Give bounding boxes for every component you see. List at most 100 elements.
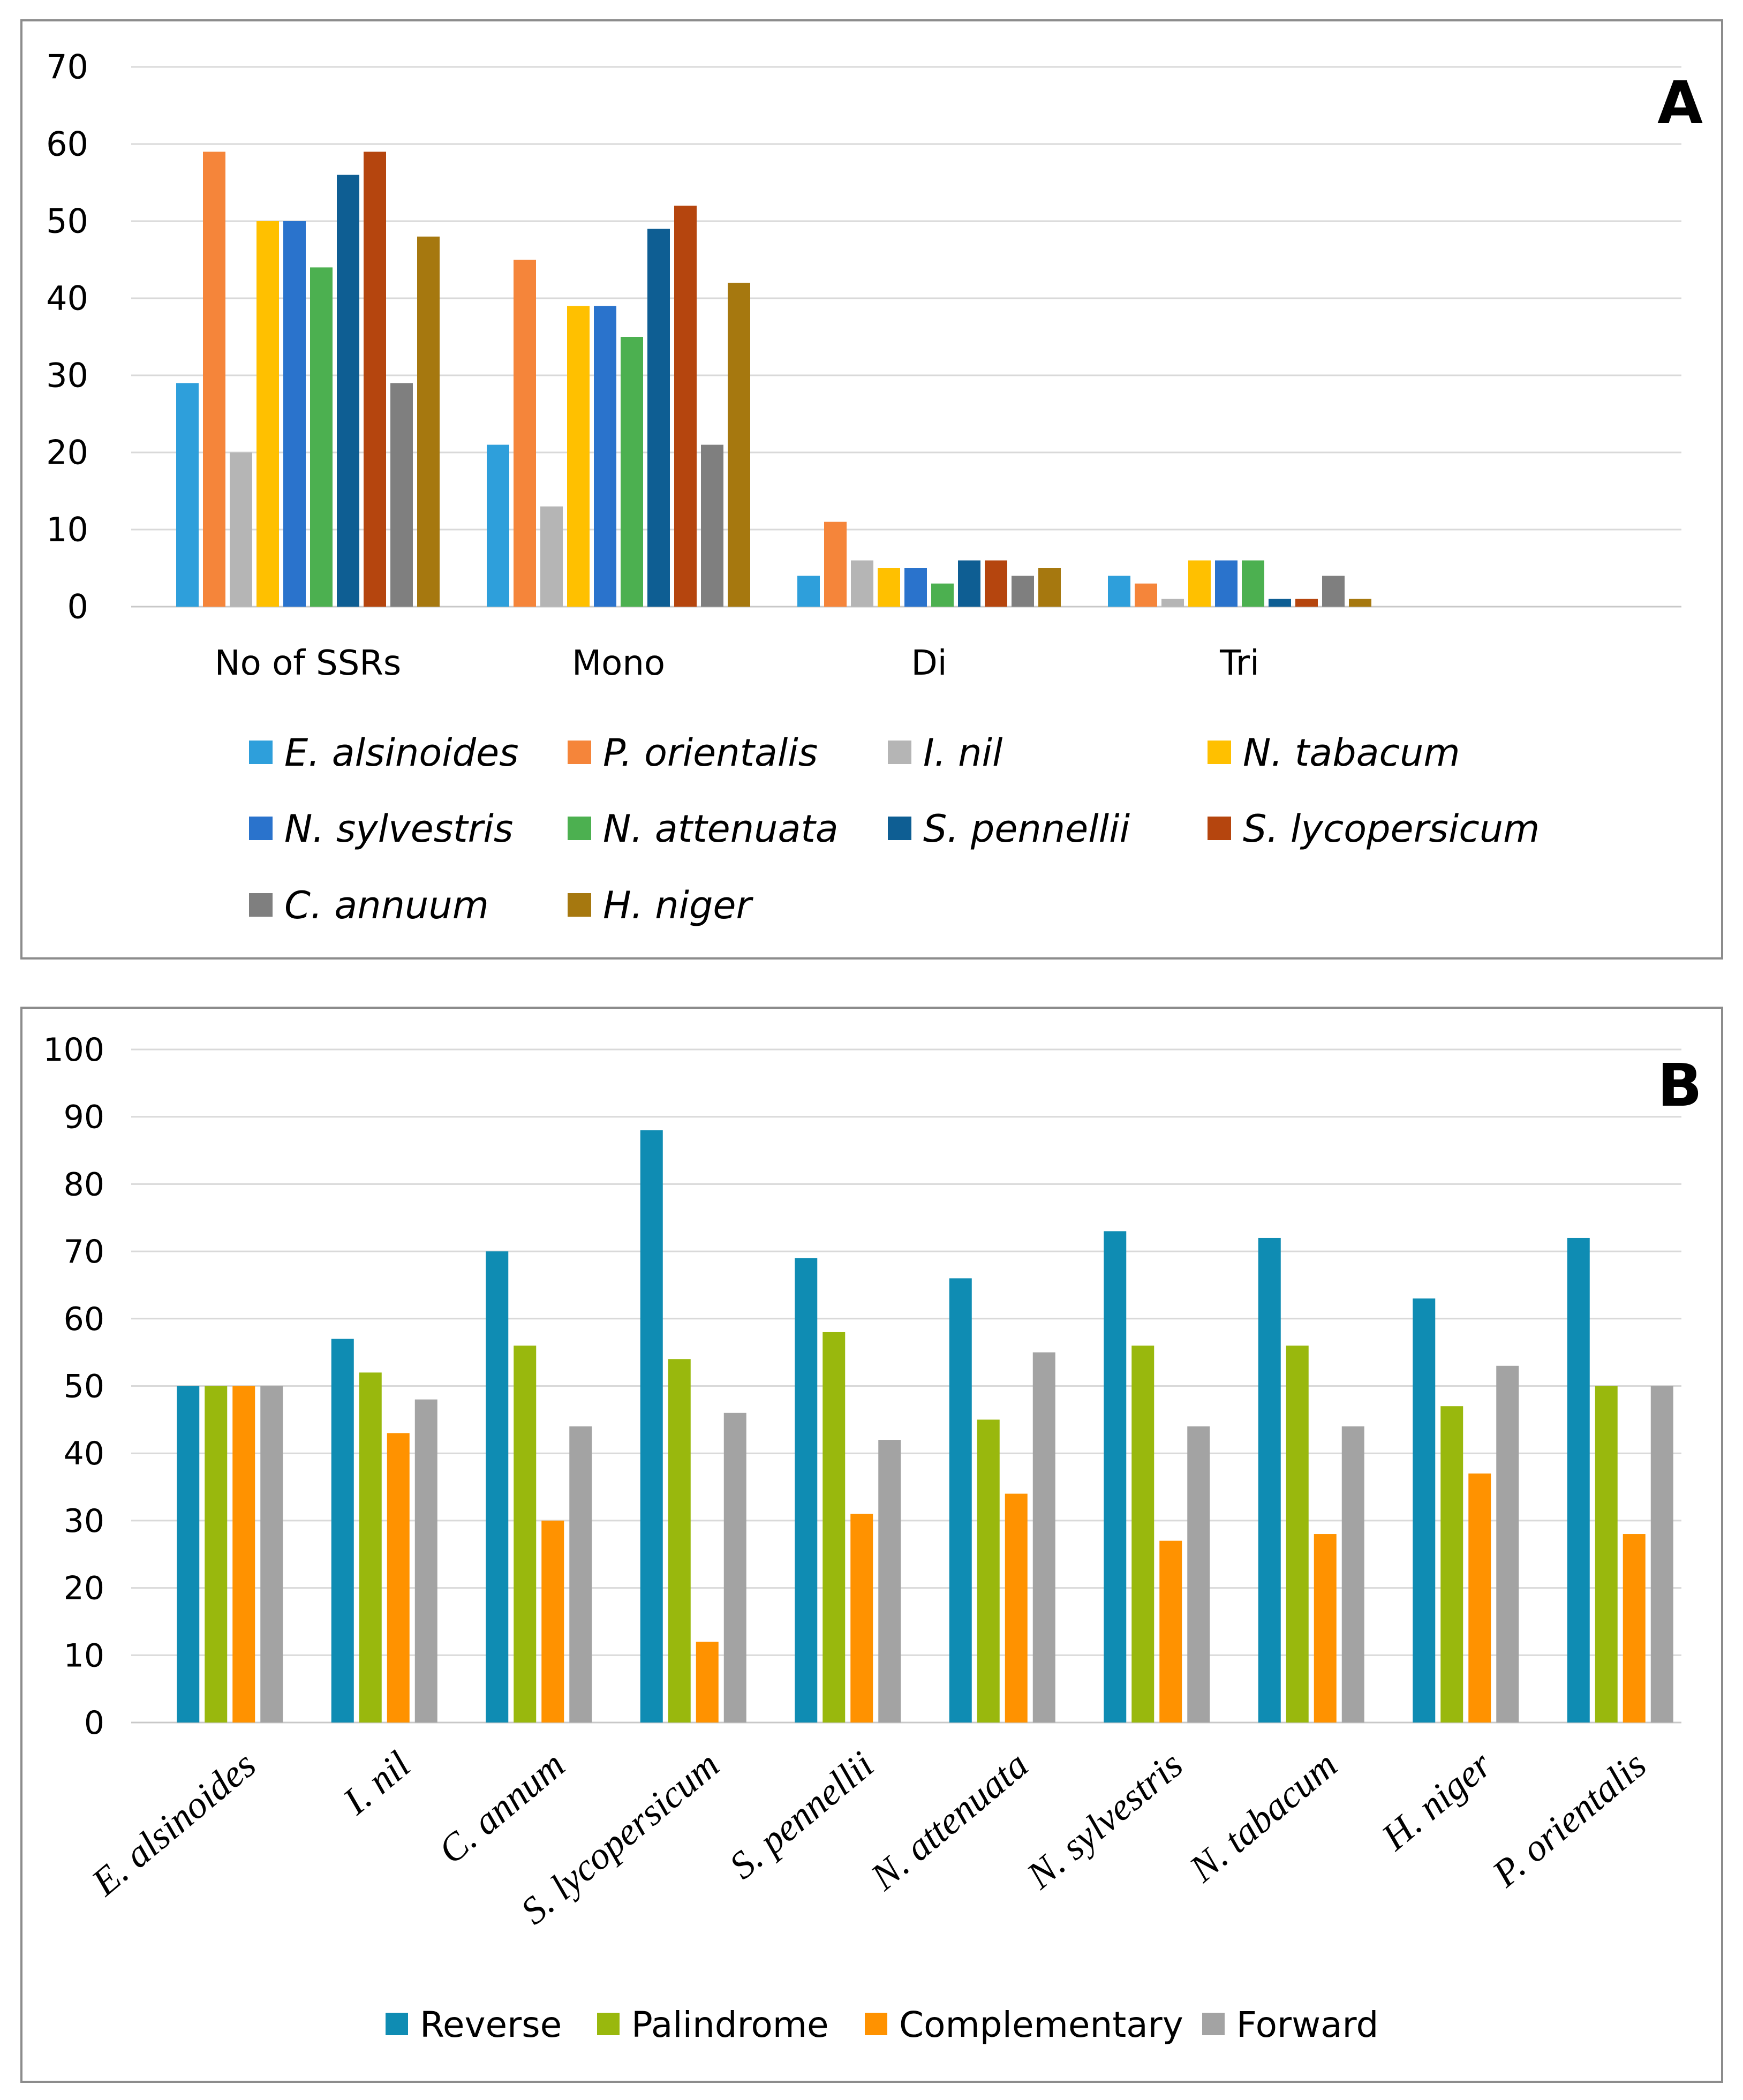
panel-b-y-tick-label: 90 [64,1099,104,1136]
bar-forward-h-niger [1496,1365,1519,1723]
bar-palindrome-c-annum [514,1346,537,1723]
bar-s-lycopersicum-mono [674,206,697,607]
bar-n-attenuata-tri [1242,560,1264,607]
legend-label-complementary: Complementary [899,2004,1183,2045]
legend-swatch-reverse [386,2013,408,2035]
bar-palindrome-s-lycopersicum [668,1359,691,1723]
bar-i-nil-no-of-ssrs [230,452,252,607]
panel-a-bars [176,152,1371,607]
bar-h-niger-tri [1349,599,1371,607]
bar-complementary-h-niger [1468,1473,1491,1723]
bar-forward-e-alsinoides [260,1386,283,1723]
panel-a-y-tick-label: 70 [46,48,88,87]
bar-n-attenuata-mono [621,337,643,607]
legend-label-forward: Forward [1236,2004,1378,2045]
bar-n-tabacum-mono [567,306,590,607]
bar-s-pennellii-tri [1269,599,1291,607]
panel-b-y-tick-label: 30 [64,1502,104,1540]
panel-b-bars [177,1130,1673,1723]
panel-b-y-tick-label: 80 [64,1166,104,1203]
legend-label-e-alsinoides: E. alsinoides [284,731,519,775]
bar-reverse-e-alsinoides [177,1386,200,1723]
legend-swatch-s-lycopersicum [1208,817,1231,840]
bar-n-tabacum-no-of-ssrs [256,221,279,607]
panel-a-y-tick-label: 40 [46,279,88,318]
legend-label-reverse: Reverse [420,2004,562,2045]
legend-swatch-n-sylvestris [249,817,273,840]
legend-swatch-forward [1202,2013,1225,2035]
panel-a-y-tick-label: 0 [67,587,88,626]
bar-complementary-i-nil [387,1433,410,1723]
legend-label-s-lycopersicum: S. lycopersicum [1243,807,1540,851]
bar-s-pennellii-no-of-ssrs [337,175,359,607]
legend-swatch-i-nil [888,741,911,764]
bar-reverse-c-annum [486,1251,509,1723]
bar-p-orientalis-no-of-ssrs [203,152,225,607]
legend-label-n-sylvestris: N. sylvestris [284,807,513,851]
bar-n-sylvestris-no-of-ssrs [283,221,306,607]
bar-forward-c-annum [569,1426,592,1723]
bar-palindrome-p-orientalis [1595,1386,1618,1723]
panel-b-y-tick-label: 100 [43,1031,104,1069]
bar-forward-i-nil [414,1399,437,1723]
bar-c-annuum-mono [701,444,723,607]
legend-label-n-tabacum: N. tabacum [1243,731,1460,775]
bar-e-alsinoides-tri [1108,576,1130,607]
panel-b-y-tick-label: 60 [64,1301,104,1338]
bar-forward-n-attenuata [1032,1352,1055,1723]
panel-b-y-tick-label: 50 [64,1368,104,1406]
legend-swatch-palindrome [597,2013,620,2035]
panel-b-y-tick-label: 20 [64,1570,104,1607]
bar-h-niger-mono [728,283,750,607]
bar-n-attenuata-no-of-ssrs [310,267,333,607]
bar-p-orientalis-tri [1135,583,1157,607]
panel-b-y-axis: 0 10 20 30 40 50 60 70 80 90 100 [43,1031,104,1742]
legend-label-h-niger: H. niger [603,883,753,927]
legend-swatch-complementary [865,2013,887,2035]
panel-a-y-tick-label: 50 [46,202,88,241]
bar-e-alsinoides-no-of-ssrs [176,383,199,607]
bar-h-niger-di [1038,568,1061,607]
bar-palindrome-n-sylvestris [1131,1346,1155,1723]
bar-reverse-s-lycopersicum [640,1130,663,1723]
bar-n-attenuata-di [931,583,954,607]
bar-complementary-n-attenuata [1005,1493,1028,1723]
legend-swatch-n-attenuata [568,817,591,840]
bar-palindrome-e-alsinoides [205,1386,228,1723]
bar-complementary-s-pennellii [850,1514,873,1723]
panel-a-legend: E. alsinoides P. orientalis I. nil N. tabac… [249,731,1540,927]
panel-b-y-tick-label: 10 [64,1637,104,1674]
bar-reverse-p-orientalis [1567,1237,1590,1723]
legend-label-i-nil: I. nil [923,731,1003,775]
bar-c-annuum-no-of-ssrs [390,383,413,607]
legend-swatch-n-tabacum [1208,741,1231,764]
legend-label-s-pennellii: S. pennellii [923,807,1130,851]
legend-label-n-attenuata: N. attenuata [603,807,839,851]
bar-reverse-h-niger [1413,1298,1436,1723]
bar-reverse-n-tabacum [1258,1237,1281,1723]
bar-forward-s-lycopersicum [723,1412,746,1723]
bar-i-nil-di [851,560,873,607]
bar-c-annuum-di [1012,576,1034,607]
legend-swatch-e-alsinoides [249,741,273,764]
bar-complementary-n-sylvestris [1159,1540,1182,1723]
bar-s-lycopersicum-tri [1295,599,1318,607]
legend-swatch-h-niger [568,893,591,917]
bar-c-annuum-tri [1322,576,1345,607]
bar-palindrome-i-nil [359,1372,382,1723]
panel-a-y-tick-label: 10 [46,510,88,549]
panel-b-label: B [1657,1051,1702,1120]
bar-forward-n-sylvestris [1187,1426,1210,1723]
bar-s-lycopersicum-no-of-ssrs [364,152,386,607]
legend-swatch-p-orientalis [568,741,591,764]
bar-n-sylvestris-tri [1215,560,1238,607]
bar-complementary-n-tabacum [1314,1534,1337,1723]
legend-swatch-c-annuum [249,893,273,917]
bar-reverse-n-attenuata [949,1278,972,1723]
bar-s-pennellii-mono [647,229,670,607]
category-label-no-of-ssrs: No of SSRs [215,644,401,683]
panel-b-legend: Reverse Palindrome Complementary Forward [386,2004,1378,2045]
legend-swatch-s-pennellii [888,817,911,840]
bar-complementary-s-lycopersicum [696,1642,719,1723]
